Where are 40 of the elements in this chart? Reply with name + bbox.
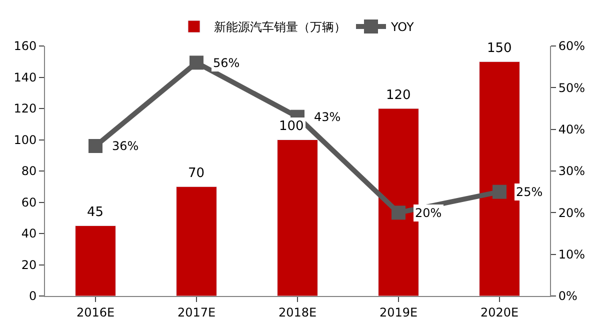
point <box>492 184 506 199</box>
y-tick-label: 140 <box>14 70 37 84</box>
y-tick-label: 20 <box>21 258 37 272</box>
data-label: 45 <box>87 205 104 220</box>
y2-tick-label: 40% <box>558 122 586 137</box>
y-tick-label: 100 <box>14 132 37 147</box>
y2-tick-label: 30% <box>558 164 586 178</box>
data-label: 70 <box>188 166 205 181</box>
x-tick-label: 2019E <box>379 305 418 320</box>
point <box>88 139 102 153</box>
y-tick-label: 60 <box>21 195 37 210</box>
x-tick-label: 2017E <box>177 305 216 320</box>
data-label: 20% <box>415 206 442 220</box>
y-tick-label: 120 <box>14 102 37 116</box>
point <box>190 56 204 70</box>
data-label: 150 <box>487 41 512 56</box>
legend-label: 新能源汽车销量（万辆） <box>214 20 346 34</box>
x-tick-label: 2018E <box>278 305 317 320</box>
y2-tick-label: 20% <box>558 206 586 220</box>
bar <box>277 140 318 296</box>
y-tick-label: 0 <box>28 289 37 304</box>
x-tick-label: 2016E <box>76 305 115 320</box>
x-tick-label: 2020E <box>480 305 519 320</box>
y2-tick-label: 50% <box>558 80 586 95</box>
data-label: 43% <box>314 110 341 124</box>
y-tick-label: 160 <box>14 39 37 54</box>
data-label: 36% <box>112 139 139 153</box>
y2-tick-label: 60% <box>558 39 586 54</box>
point <box>392 206 406 220</box>
bar <box>75 225 116 296</box>
y2-tick-label: 10% <box>558 248 586 262</box>
y2-tick-label: 0% <box>558 289 578 304</box>
legend-label: YOY <box>390 20 414 34</box>
data-label: 25% <box>516 185 543 199</box>
data-label: 56% <box>213 56 240 70</box>
data-label: 100 <box>279 119 304 134</box>
y-tick-label: 80 <box>21 164 37 178</box>
bar <box>176 186 217 296</box>
data-label: 120 <box>386 88 411 103</box>
y-tick-label: 40 <box>21 226 37 241</box>
